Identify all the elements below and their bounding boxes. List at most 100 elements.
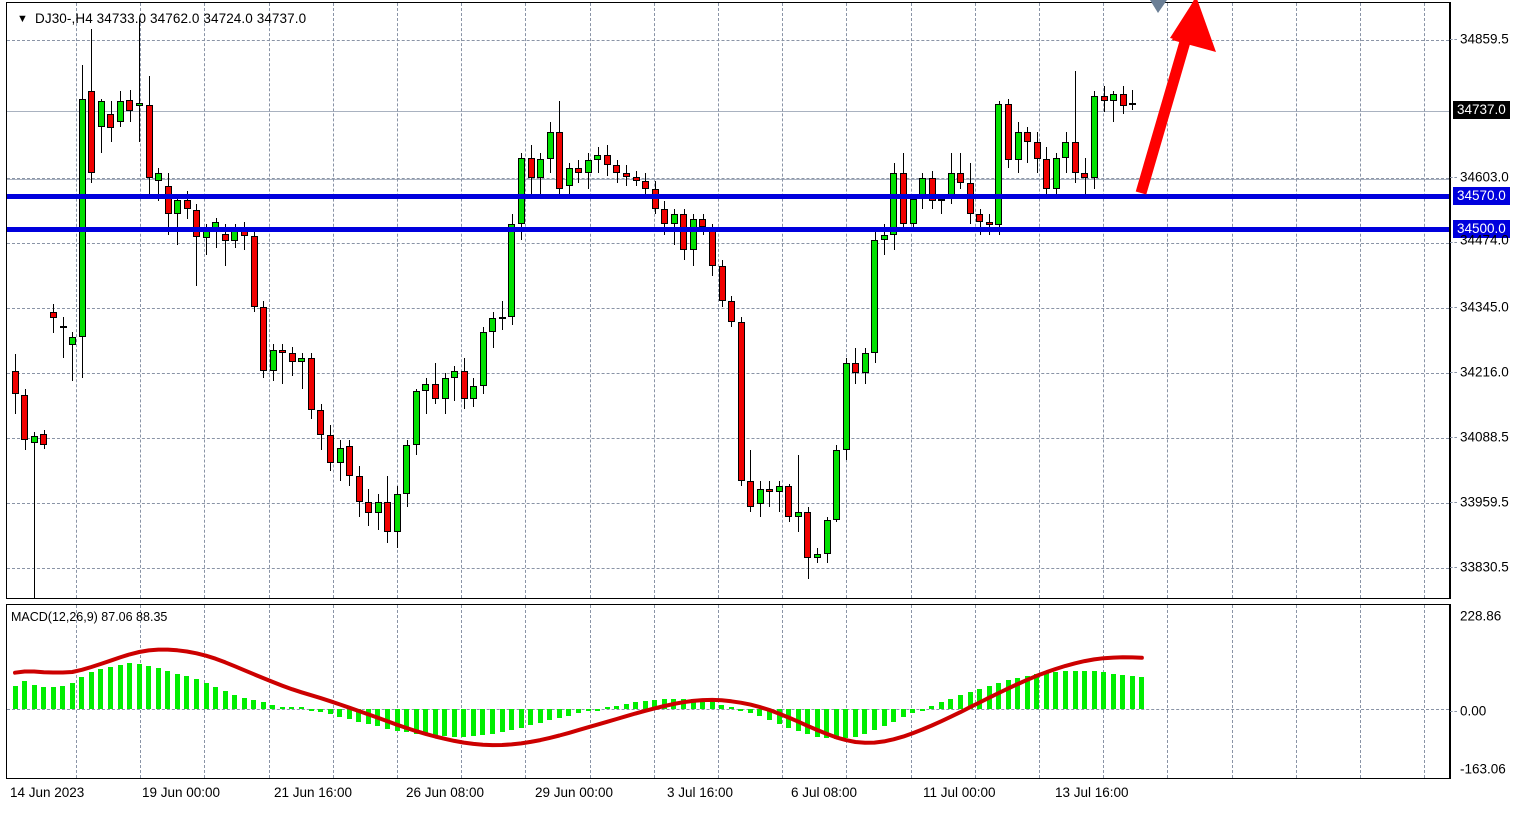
macd-indicator-pane[interactable]: MACD(12,26,9) 87.06 88.35	[6, 604, 1450, 779]
candle-body-bearish	[852, 363, 860, 374]
candle-body-bearish	[183, 199, 191, 210]
time-gridline	[654, 3, 655, 598]
level-badge-34570[interactable]: 34570.0	[1453, 187, 1510, 205]
price-gridline	[7, 438, 1449, 439]
candle-body-bearish	[307, 357, 315, 411]
macd-histogram-bar	[346, 709, 352, 720]
macd-histogram-bar	[98, 669, 104, 709]
candle-wick	[302, 352, 303, 389]
candle-body-bullish	[1062, 142, 1070, 158]
candle-body-bearish	[575, 168, 583, 174]
time-gridline	[1039, 3, 1040, 598]
macd-histogram-bar	[1091, 671, 1097, 709]
macd-axis[interactable]: 228.86 0.00 -163.06	[1450, 604, 1526, 779]
macd-histogram-bar	[251, 700, 257, 709]
candle-wick	[502, 301, 503, 330]
candle-body-bullish	[517, 157, 525, 225]
macd-histogram-bar	[12, 685, 18, 709]
support-level-line-34500[interactable]	[7, 227, 1449, 232]
price-chart-pane[interactable]: ▼ DJ30-,H4 34733.0 34762.0 34724.0 34737.…	[6, 2, 1450, 599]
macd-histogram-bar	[31, 685, 37, 709]
candle-body-bullish	[155, 173, 163, 181]
chart-symbol-header: ▼ DJ30-,H4 34733.0 34762.0 34724.0 34737.…	[17, 11, 306, 26]
macd-histogram-bar	[241, 697, 247, 709]
macd-histogram-bar	[1129, 676, 1135, 709]
candle-body-bullish	[135, 103, 143, 107]
price-axis-label-8: 34088.5	[1460, 429, 1509, 445]
candle-body-bearish	[1033, 142, 1041, 159]
price-gridline	[7, 40, 1449, 41]
candle-wick	[798, 455, 799, 533]
time-gridline	[782, 605, 783, 778]
macd-histogram-bar	[623, 704, 629, 709]
candle-body-bearish	[88, 91, 96, 174]
candle-body-bullish	[823, 519, 831, 554]
candle-body-bullish	[1110, 93, 1118, 102]
price-axis-label-5: 34474.0	[1460, 232, 1509, 248]
macd-histogram-bar	[470, 709, 476, 736]
price-axis-label-10: 33830.5	[1460, 559, 1509, 575]
time-gridline	[1039, 605, 1040, 778]
candle-body-bearish	[260, 306, 268, 371]
candle-body-bullish	[546, 132, 554, 159]
level-badge-34500[interactable]: 34500.0	[1453, 220, 1510, 238]
candle-body-bullish	[842, 363, 850, 451]
price-reference-line	[7, 179, 1449, 180]
candle-body-bullish	[861, 352, 869, 374]
candle-body-bullish	[403, 445, 411, 494]
macd-histogram-bar	[1139, 677, 1145, 709]
price-gridline	[7, 178, 1449, 179]
price-gridline	[7, 308, 1449, 309]
macd-histogram-bar	[308, 709, 314, 711]
triangle-down-icon[interactable]: ▼	[17, 13, 28, 25]
macd-histogram-bar	[136, 664, 142, 709]
macd-histogram-bar	[69, 683, 75, 709]
macd-histogram-bar	[1005, 680, 1011, 709]
macd-histogram-bar	[595, 709, 601, 711]
candle-wick	[1027, 126, 1028, 163]
candle-body-bearish	[699, 219, 707, 228]
price-gridline	[7, 373, 1449, 374]
price-axis[interactable]: 34859.5 34737.0 34603.0 34570.0 34500.0 …	[1450, 2, 1526, 599]
axis-tick	[1450, 567, 1457, 568]
candle-body-bearish	[680, 214, 688, 251]
candle-body-bearish	[556, 132, 564, 189]
candle-wick	[63, 316, 64, 358]
candle-body-bullish	[938, 198, 946, 202]
axis-tick	[1450, 242, 1457, 243]
candle-body-bullish	[422, 383, 430, 392]
macd-histogram-bar	[1072, 670, 1078, 709]
candle-wick	[216, 218, 217, 248]
price-axis-label-0: 34859.5	[1460, 31, 1509, 47]
support-level-line-34570[interactable]	[7, 194, 1449, 199]
time-axis[interactable]: 14 Jun 2023 19 Jun 00:00 21 Jun 16:00 26…	[6, 779, 1450, 811]
candle-body-bullish	[794, 511, 802, 517]
time-gridline	[975, 3, 976, 598]
macd-histogram-bar	[108, 667, 113, 709]
candle-body-bullish	[1052, 157, 1060, 189]
candle-body-bullish	[670, 214, 678, 225]
macd-histogram-bar	[193, 679, 199, 709]
candle-body-bearish	[527, 157, 535, 179]
macd-histogram-bar	[881, 709, 887, 726]
time-gridline	[525, 605, 526, 778]
macd-histogram-bar	[1110, 673, 1116, 709]
candle-body-bullish	[441, 378, 449, 399]
candle-body-bullish	[880, 234, 888, 240]
candle-body-bullish	[97, 101, 105, 127]
macd-histogram-bar	[1043, 673, 1049, 709]
candle-body-bullish	[537, 158, 545, 179]
candle-body-bearish	[164, 185, 172, 215]
candle-wick	[225, 224, 226, 266]
candle-body-bullish	[1129, 102, 1137, 105]
macd-histogram-bar	[700, 700, 706, 709]
candle-body-bullish	[30, 435, 38, 443]
macd-histogram-bar	[967, 691, 973, 709]
macd-histogram-bar	[203, 682, 209, 709]
time-gridline	[461, 3, 462, 598]
candle-body-bearish	[728, 301, 736, 322]
candle-body-bullish	[78, 98, 86, 338]
candle-body-bearish	[1119, 93, 1127, 107]
candle-body-bearish	[279, 349, 287, 353]
candle-wick	[53, 304, 54, 334]
